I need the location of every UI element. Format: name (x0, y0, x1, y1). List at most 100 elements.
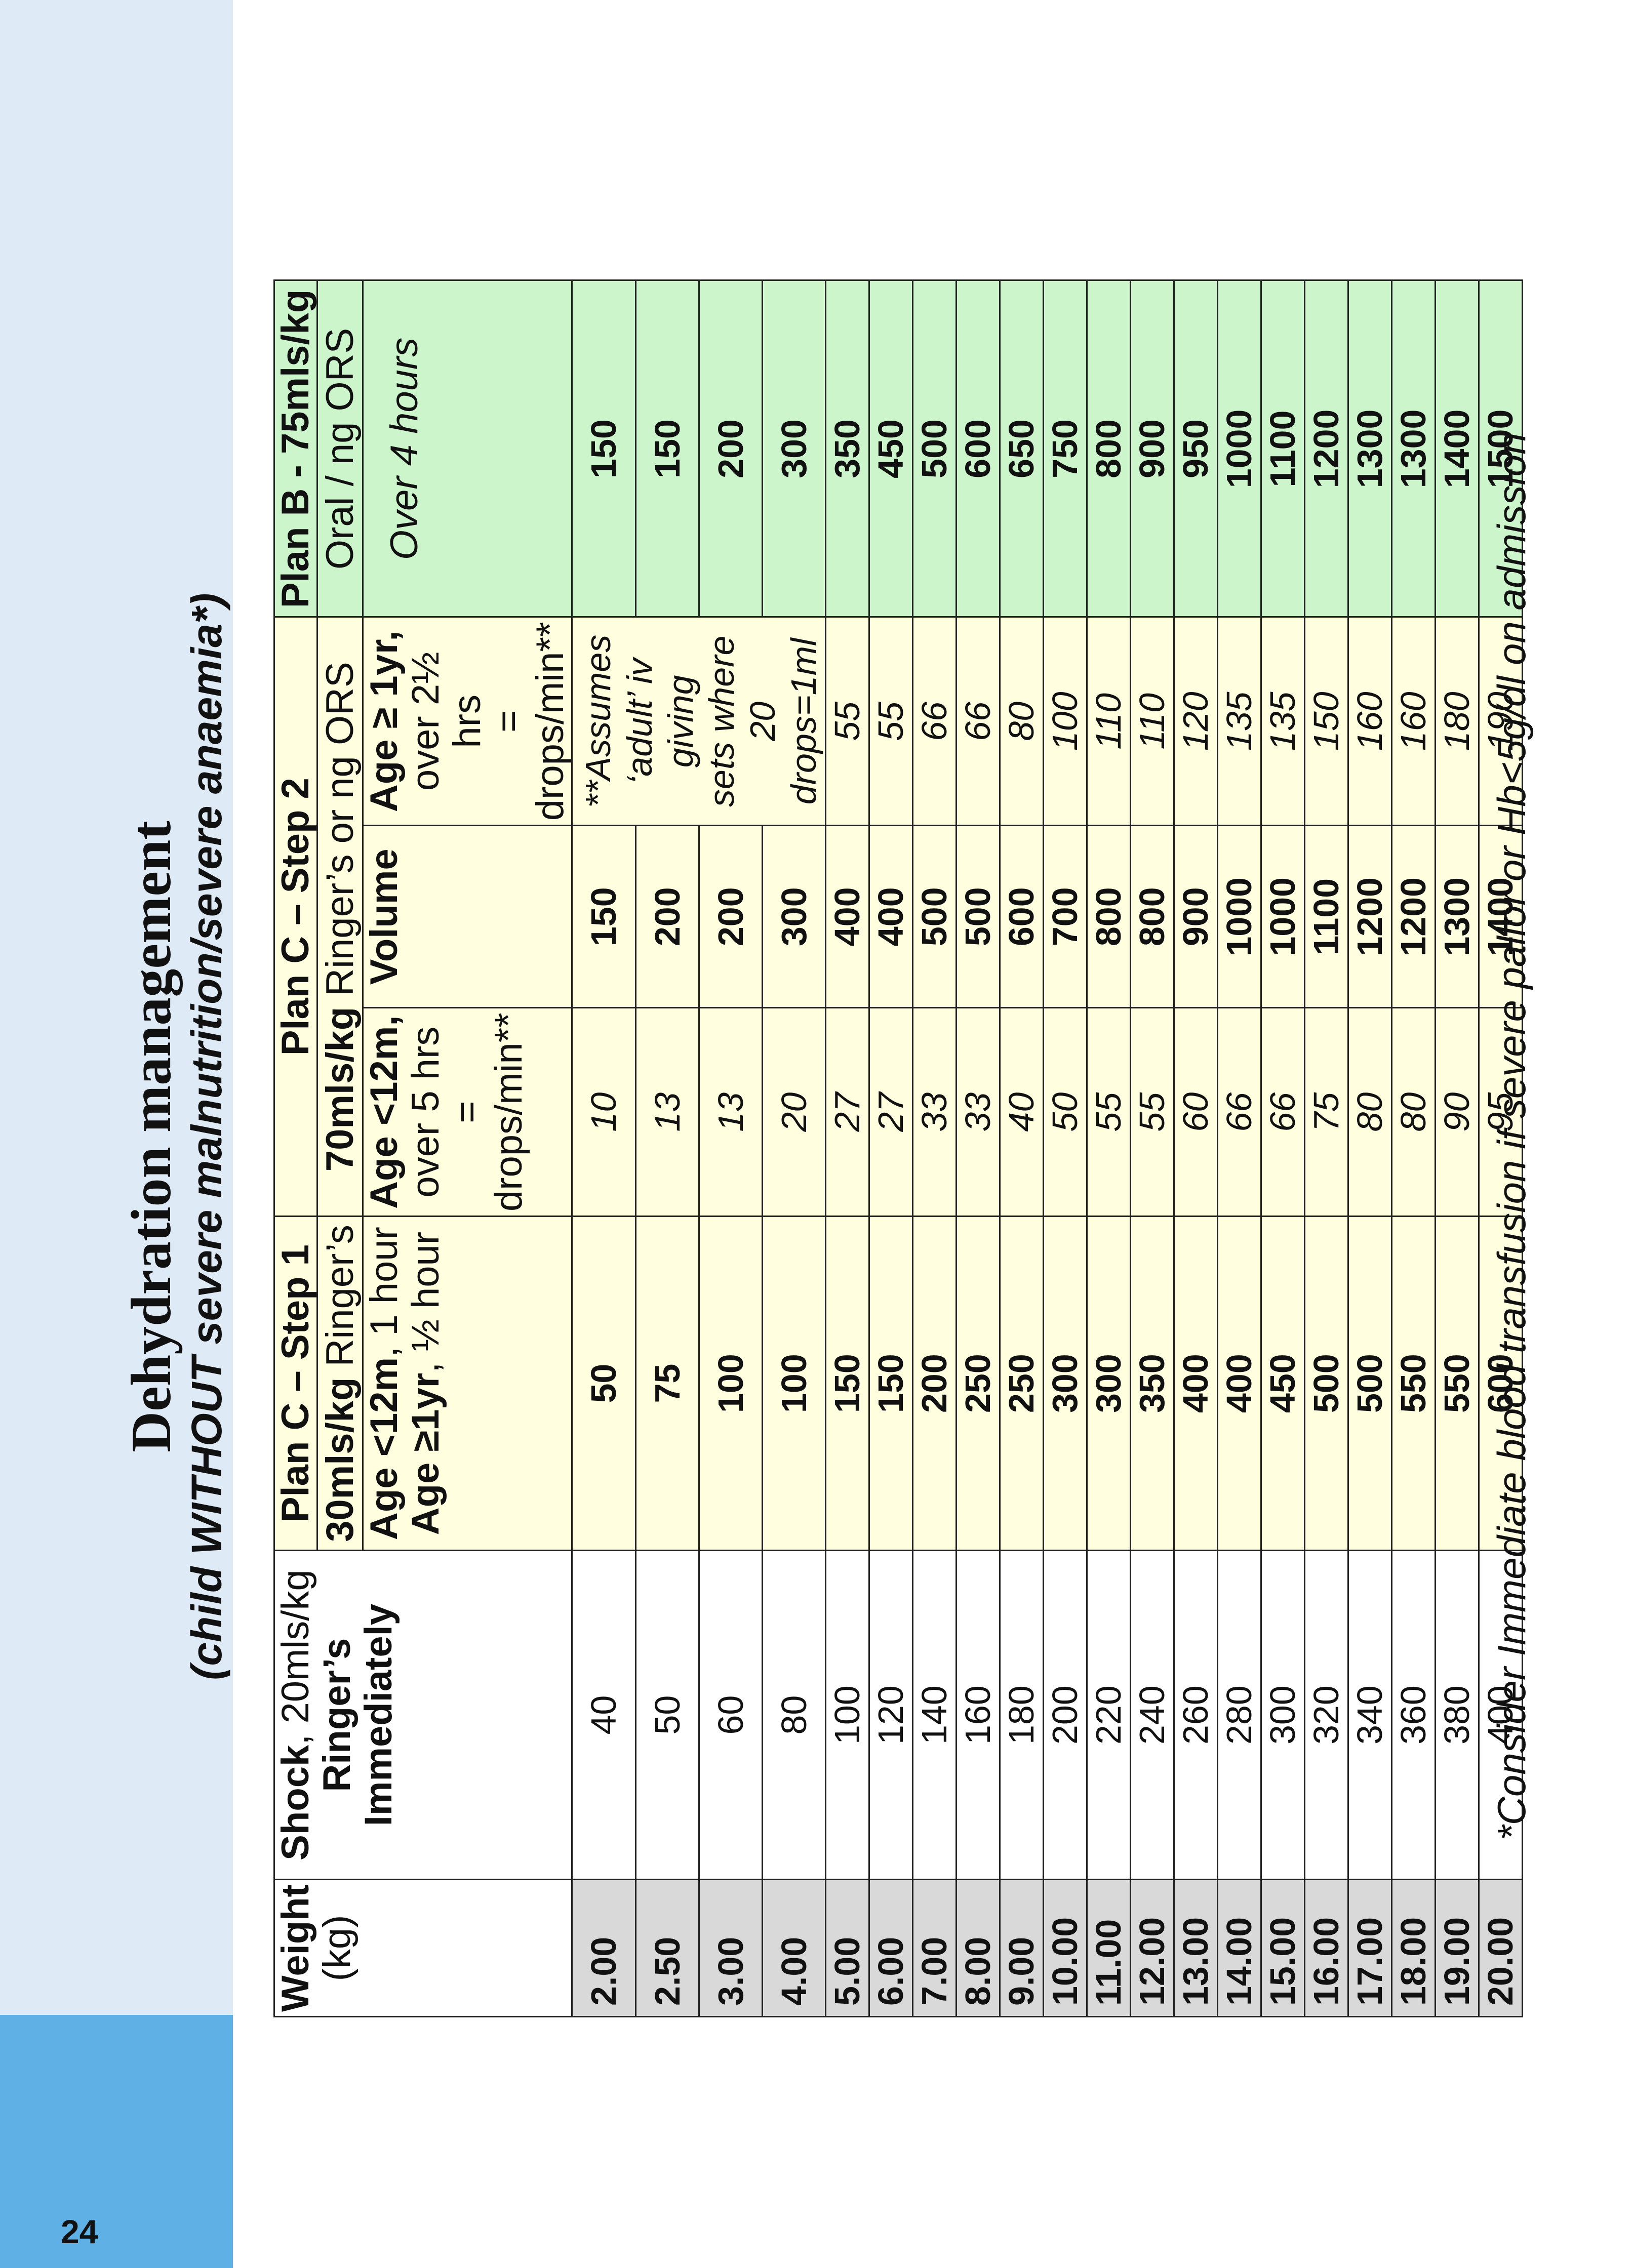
weight-unit: (kg) (315, 1915, 359, 1981)
c2-young-unit: = drops/min** (446, 1012, 531, 1212)
plan-c-step2-volume-cell: 700 (1043, 825, 1087, 1008)
plan-c-step1-cell: 550 (1435, 1216, 1479, 1551)
plan-c-step1-title: Plan C – Step 1 (274, 1216, 317, 1551)
shock-volume-cell: 180 (1000, 1550, 1044, 1880)
plan-c-step2-volume-cell: 1200 (1391, 825, 1436, 1008)
table-row: 17.00 340 500 80 1200 160 1300 (1348, 280, 1392, 2017)
weight-cell: 3.00 (699, 1879, 763, 2017)
c1-age-old: Age ≥1yr (404, 1372, 448, 1535)
plan-c-step2-volume-cell: 800 (1130, 825, 1174, 1008)
drip-note-line: sets where (702, 635, 742, 807)
c1-age-young: Age <12m (363, 1357, 406, 1541)
table-row: 18.00 360 550 80 1200 160 1300 (1391, 280, 1436, 2017)
plan-c-step1-cell: 400 (1174, 1216, 1218, 1551)
shock-volume-cell: 80 (762, 1550, 826, 1880)
plan-b-cell: 1300 (1348, 280, 1392, 617)
plan-c-step1-cell: 300 (1043, 1216, 1087, 1551)
plan-b-cell: 350 (825, 280, 869, 617)
plan-c-step2-volume-cell: 200 (635, 825, 699, 1008)
plan-c-step2-young-rate-cell: 60 (1174, 1007, 1218, 1217)
weight-header: Weight (kg) (274, 1879, 572, 2017)
shock-header: Shock, 20mls/kg Ringer’s Immediately (274, 1550, 572, 1880)
shock-volume-cell: 120 (869, 1550, 913, 1880)
plan-c-step2-old-rate-cell: 110 (1087, 617, 1131, 826)
plan-c-step2-young-rate-cell: 10 (572, 1007, 635, 1217)
plan-c-step1-cell: 550 (1391, 1216, 1436, 1551)
plan-b-cell: 150 (572, 280, 635, 617)
shock-rate: , 20mls/kg (274, 1569, 317, 1745)
drip-note-line: 20 drops=1ml (743, 638, 824, 805)
plan-b-cell: 750 (1043, 280, 1087, 617)
weight-cell: 2.50 (635, 1879, 699, 2017)
plan-c-step2-young-rate-cell: 55 (1087, 1007, 1131, 1217)
weight-cell: 9.00 (1000, 1879, 1044, 2017)
page-subtitle: (child WITHOUT severe malnutrition/sever… (182, 13, 231, 2260)
plan-c-step1-rate: 30mls/kg Ringer’s (317, 1216, 363, 1551)
c2-young-age: Age <12m, (363, 1015, 406, 1209)
plan-c-step1-cell: 400 (1217, 1216, 1261, 1551)
c1-rate: 30mls/kg (318, 1377, 362, 1542)
weight-cell: 4.00 (762, 1879, 826, 2017)
plan-c-step2-volume-cell: 1000 (1261, 825, 1305, 1008)
plan-c-step2-old-rate-cell: 120 (1174, 617, 1218, 826)
c1-fluid: Ringer’s (318, 1225, 362, 1378)
table-row: 16.00 320 500 75 1100 150 1200 (1304, 280, 1348, 2017)
plan-c-step2-old-rate-cell: 160 (1391, 617, 1436, 826)
plan-c-step1-ages: Age <12m, 1 hour Age ≥1yr, ½ hour (363, 1216, 572, 1551)
weight-cell: 8.00 (956, 1879, 1000, 2017)
side-band (0, 0, 233, 2015)
plan-c-step1-cell: 150 (869, 1216, 913, 1551)
weight-label: Weight (274, 1884, 317, 2012)
c1-age-young-duration: , 1 hour (363, 1227, 406, 1357)
weight-cell: 18.00 (1391, 1879, 1436, 2017)
plan-c-step2-volume-cell: 1000 (1217, 825, 1261, 1008)
shock-volume-cell: 320 (1304, 1550, 1348, 1880)
page-title: Dehydration management (120, 821, 183, 1452)
table-row: 7.00 140 200 33 500 66 500 (912, 280, 957, 2017)
table-row: 9.00 180 250 40 600 80 650 (1000, 280, 1044, 2017)
plan-c-step1-cell: 250 (956, 1216, 1000, 1551)
footnote: *Consider Immediate blood transfusion if… (1489, 432, 1534, 1841)
plan-c-step2-young-rate-cell: 66 (1261, 1007, 1305, 1217)
c2-fluid: Ringer’s or ng ORS (318, 662, 362, 1007)
table-row: 15.00 300 450 66 1000 135 1100 (1261, 280, 1305, 2017)
shock-volume-cell: 160 (956, 1550, 1000, 1880)
plan-c-step2-young-rate-cell: 13 (635, 1007, 699, 1217)
plan-c-step2-volume-cell: 1300 (1435, 825, 1479, 1008)
plan-b-cell: 300 (762, 280, 826, 617)
table-row: 14.00 280 400 66 1000 135 1000 (1217, 280, 1261, 2017)
page-number: 24 (61, 2213, 98, 2250)
plan-c-step1-cell: 150 (825, 1216, 869, 1551)
plan-c-step2-old-rate-cell: 100 (1043, 617, 1087, 826)
weight-cell: 7.00 (912, 1879, 957, 2017)
plan-c-step2-volume-cell: 200 (699, 825, 763, 1008)
plan-b-cell: 1200 (1304, 280, 1348, 617)
shock-volume-cell: 40 (572, 1550, 635, 1880)
subtitle-suffix: severe malnutrition/severe anaemia*) (183, 593, 230, 1357)
plan-c-step1-cell: 350 (1130, 1216, 1174, 1551)
plan-c-step2-rate: 70mls/kg Ringer’s or ng ORS (317, 617, 363, 1217)
plan-c-step1-cell: 250 (1000, 1216, 1044, 1551)
plan-c-step1-cell: 50 (572, 1216, 635, 1551)
plan-b-cell: 650 (1000, 280, 1044, 617)
plan-b-cell: 200 (699, 280, 763, 617)
plan-b-cell: 450 (869, 280, 913, 617)
shock-title: Shock (274, 1745, 317, 1860)
plan-c-step1-cell: 100 (699, 1216, 763, 1551)
plan-c-step1-cell: 500 (1348, 1216, 1392, 1551)
subtitle-prefix: (child (183, 1555, 230, 1680)
plan-c-step2-young-rate-cell: 55 (1130, 1007, 1174, 1217)
shock-volume-cell: 360 (1391, 1550, 1436, 1880)
plan-c-step1-cell: 200 (912, 1216, 957, 1551)
plan-b-cell: 1000 (1217, 280, 1261, 617)
plan-c-step1-cell: 450 (1261, 1216, 1305, 1551)
plan-b-title: Plan B - 75mls/kg (274, 280, 317, 617)
weight-cell: 17.00 (1348, 1879, 1392, 2017)
plan-c-step2-young-rate-cell: 33 (956, 1007, 1000, 1217)
plan-c-step2-volume-cell: 150 (572, 825, 635, 1008)
plan-c-step2-volume-cell: 300 (762, 825, 826, 1008)
plan-c-step2-young-rate-cell: 66 (1217, 1007, 1261, 1217)
weight-cell: 5.00 (825, 1879, 869, 2017)
plan-c-step2-young-rate-cell: 33 (912, 1007, 957, 1217)
plan-c-step2-volume-cell: 500 (956, 825, 1000, 1008)
